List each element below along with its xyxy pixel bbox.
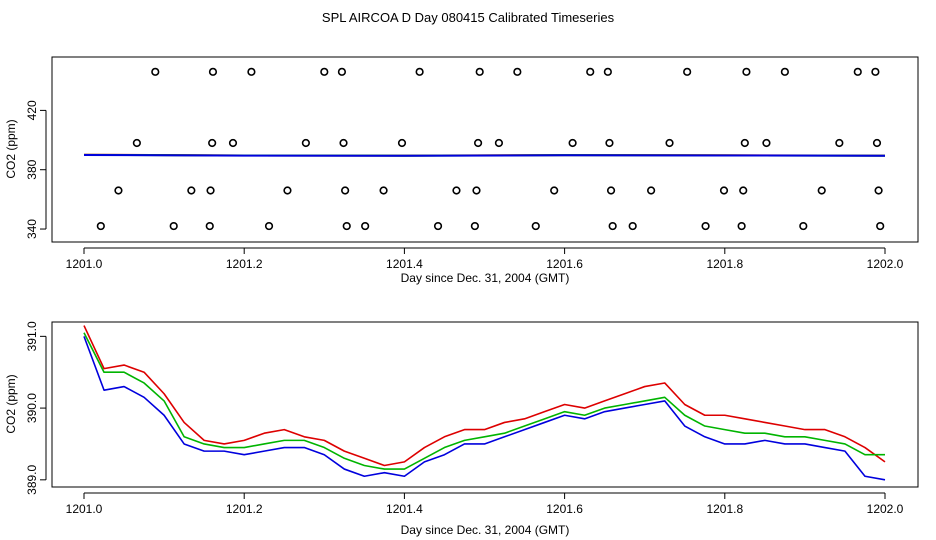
x-tick-label: 1201.6: [546, 257, 583, 271]
calibration-point: [470, 221, 479, 231]
calibration-point: [472, 186, 481, 195]
calibration-point: [187, 186, 196, 195]
x-tick-label: 1201.8: [706, 502, 743, 516]
calibration-point: [96, 221, 105, 231]
x-tick-label: 1201.8: [706, 257, 743, 271]
x-tick-label: 1201.2: [226, 257, 263, 271]
top-y-axis: 340 380 420: [25, 100, 47, 239]
y-tick-label: 389.0: [25, 464, 39, 494]
top-baseline-lines: [83, 153, 886, 157]
calibration-point: [817, 186, 826, 195]
calibration-point: [701, 221, 710, 231]
calibration-point: [606, 186, 616, 195]
calibration-point: [762, 138, 771, 148]
bottom-series-lines: [83, 325, 886, 481]
calibration-point: [475, 67, 484, 76]
series-line-green: [83, 332, 885, 470]
calibration-point: [283, 186, 292, 195]
calibration-point: [301, 138, 310, 148]
calibration-point: [628, 221, 637, 231]
ambient-panel: 1201.0 1201.2 1201.4 1201.6 1201.8 1202.0 389…: [4, 321, 919, 537]
calibration-point: [208, 67, 218, 76]
top-x-axis: 1201.0 1201.2 1201.4 1201.6 1201.8 1202.0: [66, 247, 904, 271]
calibration-point: [871, 67, 880, 76]
calibration-point: [799, 221, 808, 231]
x-tick-label: 1201.4: [386, 257, 423, 271]
x-tick-label: 1201.0: [66, 502, 103, 516]
y-tick-label: 420: [25, 100, 39, 120]
calibration-point: [665, 138, 674, 148]
calibration-point: [342, 221, 351, 231]
calibration-point: [603, 67, 612, 76]
calibration-point: [337, 67, 347, 76]
calibration-point: [341, 186, 350, 195]
calibration-point: [737, 221, 746, 231]
x-tick-label: 1201.6: [546, 502, 583, 516]
calibration-panel: 1201.0 1201.2 1201.4 1201.6 1201.8 1202.0 340…: [4, 56, 919, 285]
y-tick-label: 390.0: [25, 393, 39, 423]
series-line-red: [83, 325, 886, 467]
calibration-point: [339, 138, 348, 148]
calibration-point: [874, 186, 883, 195]
calibration-point: [433, 221, 443, 231]
calibration-point: [169, 221, 178, 231]
calibration-point: [739, 186, 748, 195]
bottom-x-axis: 1201.0 1201.2 1201.4 1201.6 1201.8 1202.0: [66, 492, 904, 516]
calibration-point: [208, 138, 217, 148]
calibration-point: [605, 138, 614, 148]
calibration-point: [114, 186, 123, 195]
calibration-point: [872, 138, 882, 148]
calibration-point: [780, 67, 789, 76]
calibration-point: [719, 186, 729, 195]
calibration-point: [379, 186, 388, 195]
top-x-axis-label: Day since Dec. 31, 2004 (GMT): [401, 271, 570, 285]
calibration-point: [361, 221, 370, 231]
calibration-point: [247, 67, 256, 76]
calibration-point: [876, 221, 885, 231]
x-tick-label: 1202.0: [867, 502, 904, 516]
calibration-point: [494, 138, 504, 148]
calibration-point: [531, 221, 540, 231]
calibration-point: [320, 67, 329, 76]
calibration-point: [853, 67, 862, 76]
y-tick-label: 391.0: [25, 321, 39, 351]
calibration-point: [415, 67, 424, 76]
bottom-y-axis: 389.0 390.0 391.0: [25, 321, 47, 495]
bottom-y-axis-label: CO2 (ppm): [4, 374, 18, 433]
x-tick-label: 1201.4: [386, 502, 423, 516]
calibration-point: [206, 186, 215, 195]
series-line-blue: [83, 154, 886, 157]
calibration-point: [264, 221, 274, 231]
calibration-point: [740, 138, 749, 148]
calibration-point: [835, 138, 844, 148]
x-tick-label: 1202.0: [867, 257, 904, 271]
calibration-point: [513, 67, 522, 76]
calibration-point: [452, 186, 461, 195]
calibration-point: [550, 186, 559, 195]
calibration-point: [586, 67, 595, 76]
y-tick-label: 380: [25, 159, 39, 179]
figure-title: SPL AIRCOA D Day 080415 Calibrated Times…: [322, 10, 615, 25]
calibration-point: [683, 67, 692, 76]
calibration-point: [132, 138, 141, 148]
bottom-x-axis-label: Day since Dec. 31, 2004 (GMT): [401, 523, 570, 537]
calibration-point: [397, 138, 407, 148]
calibration-point: [228, 138, 238, 148]
calibration-point: [608, 221, 617, 231]
y-tick-label: 340: [25, 219, 39, 239]
x-tick-label: 1201.0: [66, 257, 103, 271]
calibration-point: [742, 67, 751, 76]
calibration-point: [205, 221, 214, 231]
series-line-blue: [83, 336, 886, 481]
calibration-point: [568, 138, 577, 148]
top-plot-frame: [51, 56, 919, 243]
bottom-plot-frame: [51, 321, 919, 488]
calibration-point: [473, 138, 483, 148]
x-tick-label: 1201.2: [226, 502, 263, 516]
calibration-point: [151, 67, 160, 76]
top-y-axis-label: CO2 (ppm): [4, 119, 18, 178]
top-calibration-points: [96, 67, 885, 231]
calibration-point: [647, 186, 656, 195]
